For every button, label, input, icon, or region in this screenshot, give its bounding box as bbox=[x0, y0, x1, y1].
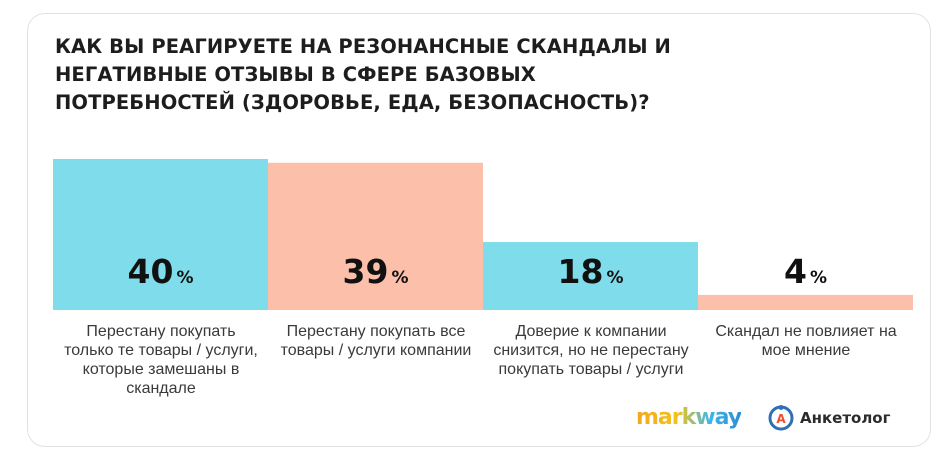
markway-logo: markway bbox=[636, 405, 742, 430]
data-label-4: 4% bbox=[784, 252, 827, 291]
bar-1 bbox=[53, 159, 268, 310]
category-label-1: Перестану покупать только те товары / ус… bbox=[64, 323, 258, 397]
chart-title: КАК ВЫ РЕАГИРУЕТЕ НА РЕЗОНАНСНЫЕ СКАНДАЛ… bbox=[55, 35, 671, 114]
bar-3 bbox=[483, 242, 698, 310]
anketolog-logo: A Анкетолог bbox=[768, 405, 890, 431]
data-label-3: 18% bbox=[558, 252, 624, 291]
svg-text:A: A bbox=[776, 412, 786, 426]
bar-2 bbox=[268, 162, 483, 310]
category-label-4: Скандал не повлияет на мое мнение bbox=[715, 323, 897, 359]
data-label-2: 39% bbox=[343, 252, 409, 291]
category-label-2: Перестану покупать все товары / услуги к… bbox=[280, 323, 472, 359]
category-label-3: Доверие к компании снизится, но не перес… bbox=[493, 323, 689, 378]
data-label-1: 40% bbox=[128, 252, 194, 291]
anketolog-logo-text: Анкетолог bbox=[800, 409, 891, 427]
anketolog-logo-icon: A bbox=[768, 405, 794, 431]
bar-4 bbox=[698, 294, 913, 310]
